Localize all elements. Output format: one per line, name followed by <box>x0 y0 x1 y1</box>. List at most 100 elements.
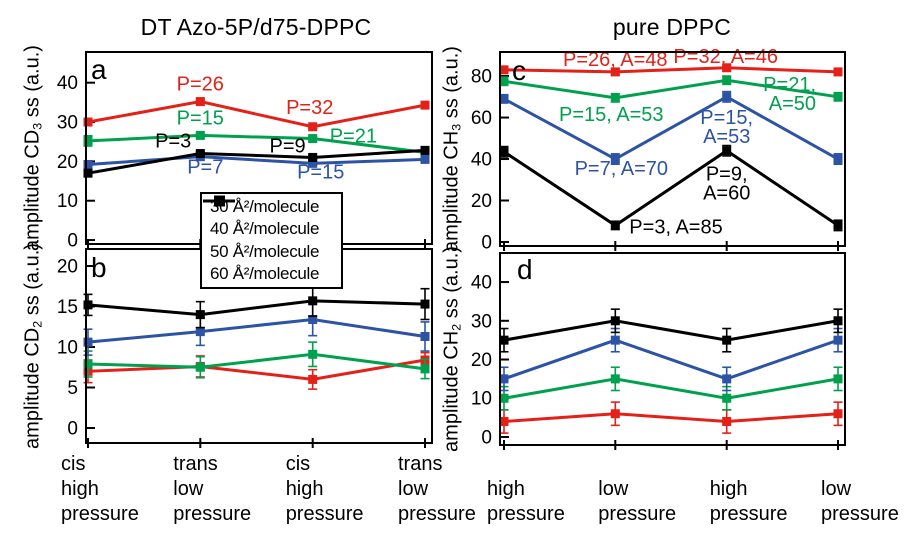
series-30 <box>499 401 843 434</box>
data-point-marker <box>83 117 93 127</box>
y-tick-label: 20 <box>471 350 492 371</box>
y-axis-label-panel-b: amplitude CD2 ss (a.u.) <box>21 243 45 449</box>
y-tick-label: 80 <box>471 67 492 88</box>
panel-letter-b: b <box>91 252 107 283</box>
data-point-marker <box>833 409 843 419</box>
y-tick-label: 10 <box>57 338 78 359</box>
legend-item-label: 60 Å²/molecule <box>210 263 320 283</box>
data-point-marker <box>83 136 93 146</box>
data-point-marker <box>499 94 509 104</box>
y-tick-label: 20 <box>471 191 492 212</box>
data-point-marker <box>195 97 205 107</box>
data-point-marker <box>610 67 620 77</box>
data-annotation: P=21, A=50 <box>763 74 816 115</box>
data-annotation: P=7 <box>187 157 223 179</box>
y-tick-label: 30 <box>471 311 492 332</box>
y-axis-label-panel-c: amplitude CH3 ss (a.u.) <box>440 46 464 252</box>
data-point-marker <box>722 374 732 384</box>
data-point-marker <box>195 310 205 320</box>
legend-item-label: 50 Å²/molecule <box>210 241 320 261</box>
data-point-marker <box>308 296 318 306</box>
data-point-marker <box>420 154 430 164</box>
y-tick-label: 0 <box>481 427 492 448</box>
y-tick-label: 40 <box>471 150 492 171</box>
data-point-marker <box>420 331 430 341</box>
series-50 <box>499 327 843 392</box>
y-tick-label: 0 <box>67 231 78 252</box>
data-point-marker <box>722 146 732 156</box>
data-annotation: P=15, A=53 <box>700 107 753 148</box>
data-point-marker <box>308 134 318 144</box>
series-50 <box>83 302 430 356</box>
data-point-marker <box>195 149 205 159</box>
data-point-marker <box>499 416 509 426</box>
data-point-marker <box>833 374 843 384</box>
data-point-marker <box>833 154 843 164</box>
plot-frame <box>499 252 846 446</box>
data-point-marker <box>722 335 732 345</box>
y-tick-label: 0 <box>481 232 492 253</box>
legend-box: 30 Å²/molecule 40 Å²/molecule 50 Å²/molecu… <box>200 192 343 289</box>
data-point-marker <box>420 364 430 374</box>
data-annotation: P=15 <box>177 107 224 129</box>
data-point-marker <box>195 130 205 140</box>
data-point-marker <box>833 316 843 326</box>
data-point-marker <box>499 76 509 86</box>
ylabel-subscript: 3 <box>449 123 464 131</box>
panel-letter-a: a <box>91 54 107 85</box>
data-point-marker <box>308 122 318 132</box>
legend-item-label: 30 Å²/molecule <box>210 197 320 217</box>
series-line <box>87 358 426 381</box>
panel-c: 0 20 40 60 80 P=26, A=48 P=32, A=46 P=15, A=53 P… <box>471 46 846 253</box>
data-point-marker <box>833 92 843 102</box>
data-point-marker <box>308 374 318 384</box>
y-tick-label: 0 <box>67 419 78 440</box>
series-line <box>87 317 426 344</box>
data-point-marker <box>83 337 93 347</box>
data-point-marker <box>610 374 620 384</box>
series-line <box>503 148 839 228</box>
data-point-marker <box>610 220 620 230</box>
x-category-label: cis high pressure <box>286 453 364 525</box>
series-line <box>87 133 426 154</box>
data-annotation: P=32 <box>286 97 333 119</box>
y-tick-label: 20 <box>57 152 78 173</box>
data-point-marker <box>420 145 430 155</box>
series-30 <box>83 351 430 390</box>
data-point-marker <box>833 220 843 230</box>
series-30 <box>83 97 430 132</box>
data-point-marker <box>83 160 93 170</box>
data-point-marker <box>308 158 318 168</box>
series-line <box>503 412 839 423</box>
series-line <box>503 78 839 100</box>
data-annotation: P=7, A=70 <box>575 158 668 180</box>
y-tick-label: 15 <box>57 297 78 318</box>
data-point-marker <box>83 168 93 178</box>
data-annotation: P=21 <box>330 126 377 148</box>
y-tick-label: 10 <box>471 389 492 410</box>
y-tick-label: 10 <box>57 191 78 212</box>
right-column-title: pure DPPC <box>612 14 732 40</box>
y-tick-label: 40 <box>57 73 78 94</box>
data-point-marker <box>499 335 509 345</box>
ylabel-subscript: 3 <box>30 122 45 130</box>
series-40 <box>499 366 843 411</box>
data-point-marker <box>499 65 509 75</box>
series-line <box>87 352 426 371</box>
data-point-marker <box>833 67 843 77</box>
y-tick-label: 40 <box>471 273 492 294</box>
legend-item: 50 Å²/molecule <box>203 195 341 263</box>
series-line <box>503 338 839 381</box>
data-point-marker <box>722 393 732 403</box>
series-line <box>87 299 426 317</box>
data-point-marker <box>420 100 430 110</box>
legend-line-marker-icon <box>203 195 235 207</box>
plot-frame <box>499 51 846 247</box>
data-point-marker <box>308 152 318 162</box>
y-tick-label: 60 <box>471 108 492 129</box>
data-point-marker <box>499 393 509 403</box>
ylabel-subscript: 2 <box>449 323 464 331</box>
